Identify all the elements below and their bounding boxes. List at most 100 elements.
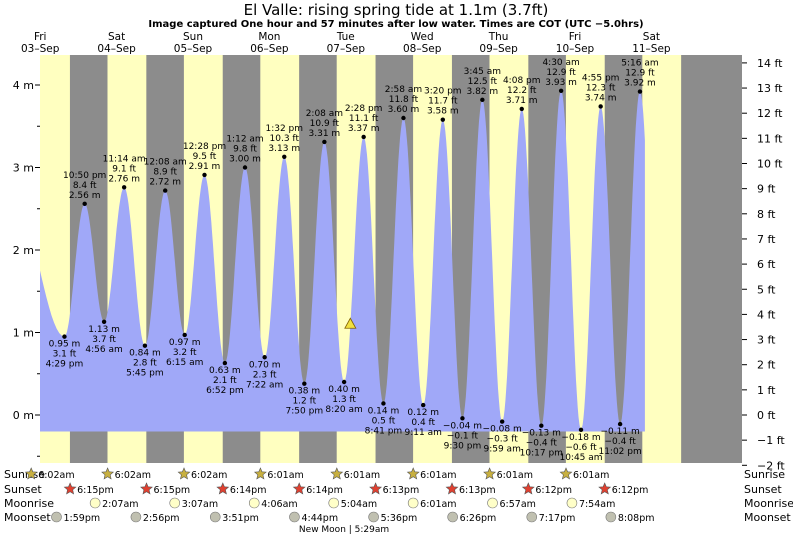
extreme-point [499,419,505,424]
high-m-label: 3.60 m [388,105,420,115]
sunset-time: 6:13pm [383,485,420,496]
high-time-label: 2:28 pm [345,104,383,114]
day-of-week: Mon [258,31,280,43]
ft-tick-label: 4 ft [757,308,776,321]
low-ft-label: 0.4 ft [411,418,435,428]
low-time-label: 7:50 pm [286,407,324,417]
high-time-label: 10:50 pm [63,171,106,181]
high-m-label: 2.91 m [189,162,221,172]
low-ft-label: 2.8 ft [133,359,157,369]
sunrise-time: 6:01am [573,470,609,481]
low-m-label: 0.40 m [328,385,360,395]
high-m-label: 3.00 m [229,155,261,165]
high-ft-label: 12.9 ft [625,69,655,79]
high-ft-label: 11.1 ft [349,114,379,124]
ft-tick-label: 13 ft [757,82,783,95]
high-ft-label: 10.3 ft [270,134,300,144]
day-of-week: Sun [183,31,203,43]
low-m-label: −0.08 m [483,425,522,435]
moonrise-moon-icon [328,497,340,509]
extreme-point [163,188,168,193]
moonrise-moon-icon [487,497,498,509]
right-axis-bg [742,52,793,468]
extreme-point [82,201,87,206]
ft-tick-label: 8 ft [757,208,776,221]
sunrise-star-icon [559,467,573,480]
high-ft-label: 11.7 ft [428,97,458,107]
low-time-label: 8:20 am [325,405,362,415]
high-m-label: 3.82 m [467,87,499,97]
moonset-moon-icon [368,511,379,523]
extreme-point [519,106,524,112]
ft-tick-label: 9 ft [757,183,776,196]
low-m-label: 0.70 m [249,360,281,370]
high-m-label: 2.76 m [108,174,140,184]
high-m-label: 3.74 m [585,93,617,103]
day-date: 06–Sep [250,43,289,55]
moonset-time: 1:59pm [64,513,101,524]
high-ft-label: 12.3 ft [586,83,616,93]
new-moon-label: New Moon | 5:29am [299,525,389,535]
extreme-point [598,104,603,109]
extreme-point [121,185,127,190]
day-date: 07–Sep [327,43,366,55]
ft-tick-label: 2 ft [757,359,776,372]
chart-title: El Valle: rising spring tide at 1.1m (3.… [244,1,549,19]
extreme-point [440,117,446,122]
low-m-label: 0.95 m [49,340,81,350]
ft-tick-label: 1 ft [757,384,776,397]
sunset-star-icon [216,482,230,495]
sunset-star-icon [292,482,306,495]
sunrise-star-icon [24,467,38,480]
moonrise-label-right: Moonrise [744,497,793,510]
low-time-label: 9:11 am [405,428,442,438]
day-date: 08–Sep [403,43,442,55]
extreme-point [361,134,366,140]
extreme-point [142,343,148,348]
sunset-time: 6:12pm [612,485,649,496]
high-time-label: 4:55 pm [582,73,620,83]
extreme-point [341,379,347,385]
sunrise-time: 6:01am [267,470,303,481]
sunrise-label-right: Sunrise [744,468,785,481]
moonset-moon-icon [209,511,221,523]
m-tick-label: 4 m [13,79,34,92]
moonrise-time: 3:07am [182,499,218,510]
y-axis-meters: 0 m 1 m 2 m 3 m 4 m [0,55,40,463]
ft-tick-label: 0 ft [757,409,776,422]
extreme-point [222,360,228,366]
extreme-point [480,97,485,103]
extreme-labels: 0.95 m3.1 ft4:29 pm 10:50 pm8.4 ft2.56 m 1… [46,58,659,463]
low-m-label: 1.13 m [88,325,120,335]
sunrise-time: 6:02am [38,470,74,481]
day-of-week: Sat [643,31,660,43]
low-ft-label: 1.2 ft [292,397,316,407]
sunset-label-left: Sunset [4,483,42,496]
day-of-week: Wed [411,31,434,43]
moonset-moon-icon [605,511,617,523]
extreme-point [637,89,643,94]
moonset-time: 7:17pm [539,513,576,524]
low-time-label: 4:56 am [85,345,122,355]
sunrise-star-icon [101,467,115,480]
day-date: 04–Sep [97,43,136,55]
extreme-point [401,115,406,121]
low-m-label: 0.38 m [288,387,320,397]
sunset-star-icon [63,482,77,495]
high-time-label: 2:58 am [385,85,422,95]
low-ft-label: 3.2 ft [173,348,197,358]
low-m-label: −0.18 m [561,433,600,443]
daylight-band [642,55,682,463]
ft-tick-label: 10 ft [757,158,783,171]
moonset-moon-icon [51,511,62,523]
ft-tick-label: 12 ft [757,107,783,120]
y-axis-feet: −2 ft −1 ft 0 ft 1 ft 2 ft 3 ft 4 ft 5 ft 6 ft 7 … [742,52,793,472]
low-time-label: 7:22 am [246,380,283,390]
low-m-label: −0.11 m [601,427,640,437]
low-ft-label: −0.4 ft [526,439,558,449]
sunrise-star-icon [483,467,497,480]
high-time-label: 2:08 am [306,109,343,119]
day-date: 09–Sep [479,43,518,55]
extreme-point [617,421,623,427]
low-time-label: 11:02 pm [598,447,641,457]
